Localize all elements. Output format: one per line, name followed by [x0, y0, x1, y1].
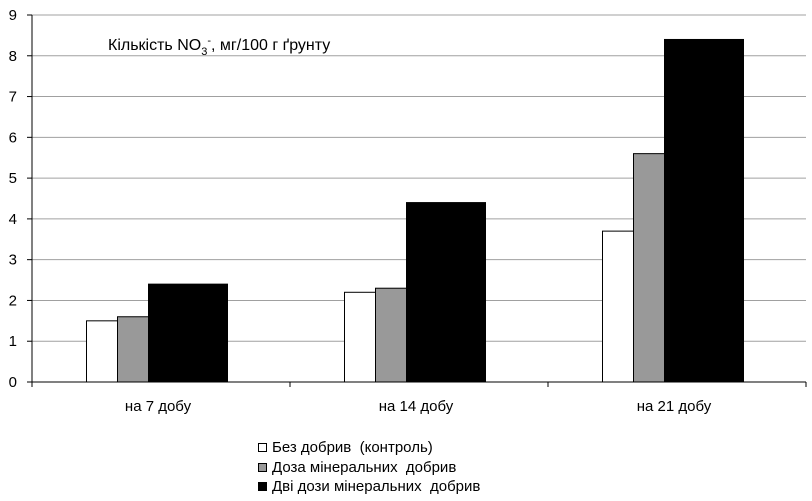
y-tick-labels: 0 1 2 3 4 5 6 7 8 9 — [9, 7, 17, 391]
axes — [27, 14, 807, 387]
chart-title-superscript: - — [207, 35, 211, 47]
legend-swatch-control — [258, 443, 267, 453]
x-tick-label-1: на 7 добу — [125, 398, 192, 415]
bars — [86, 38, 744, 383]
bar-series1-cat1 — [86, 320, 118, 383]
y-tick-label-7: 7 — [9, 89, 17, 106]
y-tick-label-0: 0 — [9, 374, 17, 391]
y-tick-label-4: 4 — [9, 211, 17, 228]
bar-series3-cat3 — [664, 38, 744, 383]
y-tick-label-1: 1 — [9, 333, 17, 350]
legend-label-single-dose: Доза мінеральних добрив — [272, 458, 457, 476]
y-tick-label-6: 6 — [9, 129, 17, 146]
bar-series1-cat2 — [344, 291, 376, 383]
bar-series3-cat1 — [148, 283, 228, 383]
y-tick-label-2: 2 — [9, 292, 17, 309]
x-tick-label-2: на 14 добу — [379, 398, 454, 415]
chart-title-subscript: 3 — [201, 46, 207, 58]
x-tick-label-3: на 21 добу — [637, 398, 712, 415]
legend-label-control: Без добрив (контроль) — [272, 439, 433, 456]
legend-swatch-double-dose — [258, 482, 267, 492]
legend-item-control: Без добрив (контроль) — [258, 438, 480, 458]
y-tick-label-5: 5 — [9, 170, 17, 187]
chart-title: Кількість NO3-, мг/100 г ґрунту — [108, 35, 330, 58]
legend-item-double-dose: Дві дози мінеральних добрив — [258, 477, 480, 497]
y-tick-label-9: 9 — [9, 7, 17, 24]
bar-series3-cat2 — [406, 202, 486, 383]
y-tick-label-8: 8 — [9, 48, 17, 65]
chart-title-prefix: Кількість NO — [108, 37, 201, 54]
x-tick-labels: на 7 добу на 14 добу на 21 добу — [125, 398, 712, 415]
chart-title-suffix: , мг/100 г ґрунту — [211, 37, 330, 54]
legend-label-double-dose: Дві дози мінеральних добрив — [272, 478, 481, 495]
bar-series2-cat2 — [375, 287, 407, 383]
bar-series1-cat3 — [602, 230, 634, 383]
legend: Без добрив (контроль) Доза мінеральних д… — [258, 438, 480, 497]
bar-series2-cat1 — [117, 316, 149, 383]
y-tick-label-3: 3 — [9, 252, 17, 269]
legend-item-single-dose: Доза мінеральних добрив — [258, 458, 480, 478]
legend-swatch-single-dose — [258, 462, 267, 472]
bar-series2-cat3 — [633, 153, 665, 383]
